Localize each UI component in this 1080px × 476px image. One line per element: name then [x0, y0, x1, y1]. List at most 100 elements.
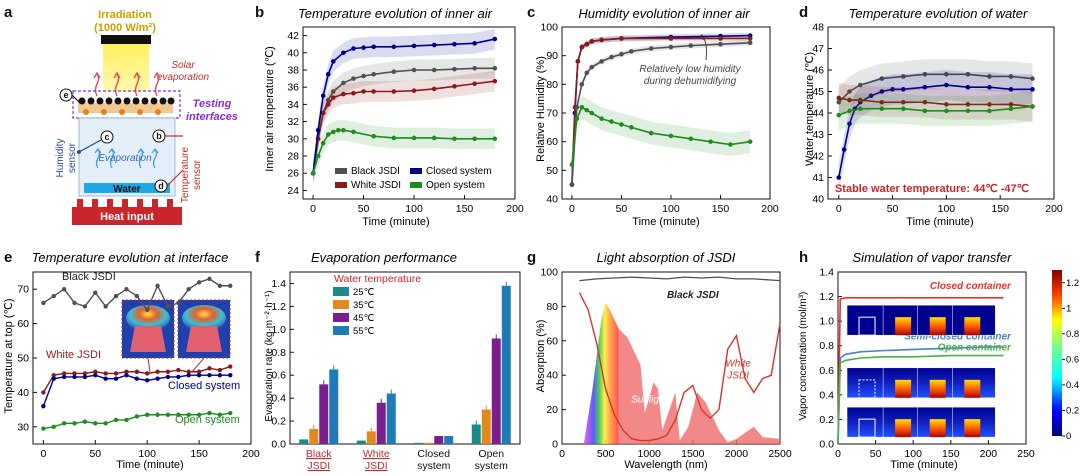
series-line [837, 354, 1004, 445]
data-point [857, 97, 863, 103]
jsdi-layer [78, 97, 175, 115]
y-tick-label: 0 [552, 439, 558, 451]
colorbar [1052, 270, 1062, 436]
data-point [61, 371, 67, 376]
data-point [589, 39, 595, 44]
temperature-sensor-label-2: sensor [192, 159, 203, 190]
data-point [944, 102, 949, 107]
error-band [571, 95, 751, 177]
data-point [747, 40, 753, 46]
x-tick-label: 500 [597, 448, 615, 460]
y-tick-label: 0.2 [819, 414, 834, 426]
data-point [61, 374, 67, 380]
error-band [838, 82, 1033, 122]
error-band [838, 70, 1033, 193]
chart-b-axes: 24 26 28 30 32 34 36 38 40 42 0 50 100 150 200 [287, 26, 524, 215]
field-map-tile [846, 406, 891, 438]
data-point [472, 65, 477, 71]
y-tick-label: 26 [287, 168, 299, 180]
data-point [836, 112, 842, 118]
y-tick-label: 0.8 [271, 347, 286, 359]
chart-g-xlabel: Wavelength (nm) [624, 459, 707, 471]
data-point [330, 59, 336, 64]
data-point [134, 369, 140, 374]
panel-letter-g: g [527, 249, 536, 266]
data-point [330, 89, 336, 94]
svg-text:b: b [156, 131, 162, 141]
error-band [313, 70, 495, 184]
colorbar-tick-label: 0.2 [1066, 405, 1079, 416]
y-tick-label: 40 [546, 194, 558, 206]
chart-b-series-open-system [310, 119, 498, 184]
data-point [1008, 74, 1014, 79]
data-point [51, 373, 56, 378]
data-point [944, 108, 949, 114]
heat-input-label: Heat input [100, 211, 154, 223]
data-point [431, 67, 437, 73]
data-point [1030, 87, 1035, 92]
data-point [228, 373, 233, 378]
data-point [668, 44, 674, 50]
y-tick-label: 42 [812, 151, 824, 163]
x-tick-label: 150 [942, 448, 960, 460]
chart-d-axes: 40 41 42 43 44 45 46 47 48 0 50 100 150 200 [812, 22, 1063, 216]
svg-text:c: c [104, 132, 109, 142]
svg-text:Open system: Open system [426, 180, 485, 191]
chart-g-ylabel: Absorption (%) [535, 320, 547, 393]
chart-d-series-white-jsdi [836, 82, 1035, 122]
data-point [325, 72, 331, 77]
container-outline [858, 379, 876, 399]
data-point [987, 108, 992, 114]
x-tick-label: 50 [89, 448, 101, 460]
data-point [217, 367, 223, 373]
interfaces-label: interfaces [186, 111, 238, 123]
y-tick-label: 30 [287, 133, 299, 145]
chart-e-thermal-images [121, 299, 231, 373]
data-point [708, 139, 713, 144]
y-tick-label: 50 [546, 165, 558, 177]
chart-e-label-closed: Closed system [168, 380, 240, 392]
data-point [351, 129, 356, 135]
data-point [155, 369, 160, 374]
chart-h-title: Simulation of vapor transfer [853, 250, 1013, 265]
data-point [341, 80, 346, 86]
data-point [574, 116, 580, 122]
y-tick-label: 45 [812, 86, 824, 98]
data-point [320, 140, 326, 146]
y-tick-label: 0.8 [819, 340, 834, 352]
svg-text:e: e [63, 90, 68, 100]
data-point [431, 42, 437, 48]
sensor-markers: e c b d [59, 88, 168, 193]
data-point [61, 421, 67, 426]
data-point [391, 135, 397, 141]
data-point [207, 276, 212, 282]
chart-c-title: Humidity evolution of inner air [578, 6, 750, 21]
y-tick-label: 90 [546, 50, 558, 62]
y-tick-label: 60 [17, 318, 29, 330]
data-point [987, 74, 992, 79]
y-tick-label: 1.4 [819, 267, 834, 279]
data-point [41, 403, 46, 409]
data-point [113, 376, 119, 381]
x-tick-label: 50 [887, 203, 899, 215]
data-point [629, 125, 634, 130]
data-point [411, 88, 417, 93]
y-tick-label: 0.2 [271, 416, 286, 428]
vapor-source [895, 379, 912, 398]
y-tick-label: 40 [287, 47, 299, 59]
data-point [217, 283, 223, 288]
data-point [492, 78, 498, 84]
data-point [648, 46, 654, 51]
data-point [648, 130, 654, 136]
chart-h-series-closed-container [837, 296, 1004, 445]
y-tick-label: 20 [546, 404, 558, 416]
data-point [124, 373, 129, 378]
data-point [315, 153, 321, 159]
data-point [361, 45, 366, 50]
data-point [569, 182, 575, 187]
data-point [391, 69, 397, 75]
data-point [341, 91, 346, 97]
panel-a-schematic: Irradiation (1000 W/m²) Solar evaporatio… [55, 9, 238, 225]
chart-e-interface-temperature: Temperature evolution at interface Time … [3, 250, 240, 471]
data-point [472, 136, 477, 142]
